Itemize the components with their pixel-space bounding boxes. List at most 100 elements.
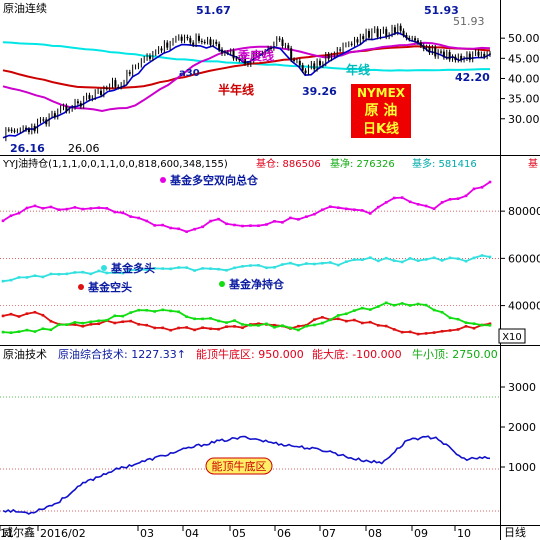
annotation-last: 51.93: [453, 15, 485, 28]
marker-long: [101, 265, 107, 271]
candle-body: [301, 65, 304, 71]
total-point: [297, 218, 300, 221]
net-point: [384, 301, 388, 305]
label-long: 基金多头: [110, 261, 155, 275]
legend-tail: 基: [528, 157, 538, 170]
short-point: [337, 317, 340, 321]
candle-body: [258, 53, 261, 55]
legend-tech-value: 原油综合技术: 1227.33↑: [58, 347, 186, 361]
candle-body: [489, 53, 491, 55]
long-point: [57, 272, 61, 276]
candle-body: [385, 29, 388, 37]
total-point: [81, 207, 85, 211]
total-point: [313, 212, 316, 216]
short-point: [448, 329, 452, 332]
candle-body: [281, 39, 284, 47]
candle-body: [27, 129, 30, 132]
candle-body: [399, 25, 402, 31]
tech-line: [2, 435, 491, 515]
net-point: [65, 323, 69, 326]
long-point: [400, 260, 404, 264]
candle-body: [290, 48, 293, 60]
net-point: [265, 322, 268, 326]
total-point: [344, 207, 348, 211]
long-point: [456, 257, 460, 261]
candle-body: [269, 48, 272, 50]
short-point: [257, 322, 260, 326]
candle-body: [460, 55, 463, 61]
legend-jiduo: 基多: 581416: [412, 157, 477, 170]
long-point: [368, 256, 372, 259]
annotation-low-1: 26.16: [10, 142, 45, 155]
long-point: [225, 268, 228, 272]
long-point: [265, 266, 268, 270]
short-point: [209, 327, 212, 331]
y-tick-label: 40.00: [508, 72, 540, 85]
long-point: [360, 258, 364, 262]
candle-body: [454, 56, 457, 61]
long-point: [185, 266, 188, 269]
long-point: [89, 272, 93, 276]
total-point: [464, 194, 468, 198]
x-tick-label: 2016/02: [40, 527, 86, 540]
net-point: [209, 317, 212, 320]
short-point: [376, 324, 380, 327]
candle-body: [192, 42, 195, 45]
short-point: [97, 322, 101, 326]
net-point: [337, 314, 340, 317]
long-point: [169, 267, 172, 271]
short-point: [41, 313, 45, 317]
legend-jiguan: 基仓: 886506: [256, 157, 321, 170]
long-point: [480, 254, 484, 257]
candle-body: [278, 38, 281, 40]
long-point: [105, 271, 109, 275]
candle-body: [244, 57, 247, 64]
net-point: [1, 330, 5, 334]
candle-body: [442, 51, 445, 58]
net-point: [25, 328, 29, 332]
net-point: [161, 308, 164, 312]
long-point: [329, 261, 332, 264]
short-point: [73, 323, 77, 326]
candle-body: [215, 41, 218, 44]
total-point: [57, 208, 61, 211]
candle-body: [408, 37, 411, 40]
short-point: [464, 325, 468, 328]
total-point: [321, 208, 324, 212]
total-point: [9, 214, 13, 218]
legend-bottom: 能大底: -100.000: [312, 347, 402, 361]
short-point: [273, 323, 276, 327]
label-net: 基金净持仓: [228, 277, 285, 291]
short-point: [177, 326, 180, 330]
total-point: [368, 212, 372, 215]
label-year-ma: 年线: [346, 62, 370, 77]
long-point: [49, 272, 53, 276]
panel3-title: 原油技术: [3, 347, 47, 361]
candle-body: [405, 35, 408, 38]
total-point: [241, 224, 244, 228]
total-point: [440, 201, 444, 204]
total-point: [289, 216, 292, 220]
long-point: [9, 278, 13, 282]
total-point: [129, 215, 133, 218]
short-point: [352, 318, 356, 322]
short-point: [392, 328, 396, 331]
net-line: [2, 301, 491, 334]
candle-body: [128, 72, 131, 74]
candle-body: [238, 58, 241, 60]
x-tick-label: 05: [232, 527, 246, 540]
net-point: [448, 316, 452, 320]
candle-body: [76, 101, 79, 104]
label-half-year-ma: 半年线: [218, 82, 254, 97]
short-point: [241, 326, 244, 330]
net-point: [185, 315, 188, 319]
candle-body: [99, 90, 102, 95]
net-point: [344, 312, 348, 316]
short-point: [17, 315, 21, 318]
zone-label-box: 能顶牛底区: [205, 457, 273, 475]
long-point: [281, 263, 284, 266]
y-tick-label: 50.00: [508, 32, 540, 45]
candle-body: [428, 47, 431, 53]
total-point: [105, 207, 109, 210]
total-point: [337, 206, 340, 210]
